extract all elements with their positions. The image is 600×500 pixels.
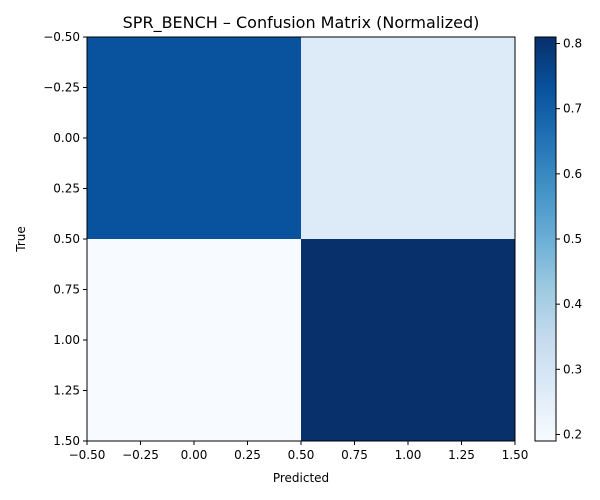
x-tick-label: 1.50 xyxy=(502,448,529,462)
heatmap-cell xyxy=(87,239,301,441)
heatmap-cell xyxy=(301,37,515,239)
y-tick-label: 0.50 xyxy=(53,232,80,246)
colorbar xyxy=(534,36,557,442)
colorbar-tick-label: 0.7 xyxy=(563,102,582,116)
x-tick-label: 0.50 xyxy=(288,448,315,462)
y-tick-label: 0.75 xyxy=(53,283,80,297)
x-axis-label: Predicted xyxy=(273,471,329,485)
colorbar-tick-label: 0.8 xyxy=(563,37,582,51)
y-tick-label: 1.50 xyxy=(53,434,80,448)
x-tick-label: −0.25 xyxy=(122,448,159,462)
heatmap-cell xyxy=(301,239,515,441)
y-tick-label: 0.25 xyxy=(53,182,80,196)
y-axis-label: True xyxy=(14,226,28,253)
colorbar-tick-label: 0.4 xyxy=(563,297,582,311)
colorbar-tick-label: 0.5 xyxy=(563,232,582,246)
x-tick-label: 0.75 xyxy=(341,448,368,462)
colorbar-ticks: 0.2 0.3 0.4 0.5 0.6 0.7 0.8 xyxy=(556,37,582,441)
heatmap-cell xyxy=(87,37,301,239)
y-tick-label: −0.50 xyxy=(43,30,80,44)
x-axis-ticks: −0.50 −0.25 0.00 0.25 0.50 0.75 1.00 1.25 1.50 xyxy=(69,441,529,462)
chart-title: SPR_BENCH – Confusion Matrix (Normalized… xyxy=(123,13,480,33)
x-tick-label: 1.00 xyxy=(395,448,422,462)
heatmap-cells xyxy=(87,37,515,441)
y-tick-label: 0.00 xyxy=(53,131,80,145)
colorbar-tick-label: 0.3 xyxy=(563,362,582,376)
x-tick-label: −0.50 xyxy=(69,448,106,462)
x-tick-label: 1.25 xyxy=(448,448,475,462)
y-tick-label: 1.25 xyxy=(53,384,80,398)
y-axis-ticks: −0.50 −0.25 0.00 0.25 0.50 0.75 1.00 1.25 1.50 xyxy=(43,30,87,448)
x-tick-label: 0.00 xyxy=(181,448,208,462)
colorbar-tick-label: 0.6 xyxy=(563,167,582,181)
y-tick-label: −0.25 xyxy=(43,81,80,95)
y-tick-label: 1.00 xyxy=(53,333,80,347)
x-tick-label: 0.25 xyxy=(234,448,261,462)
colorbar-tick-label: 0.2 xyxy=(563,427,582,441)
